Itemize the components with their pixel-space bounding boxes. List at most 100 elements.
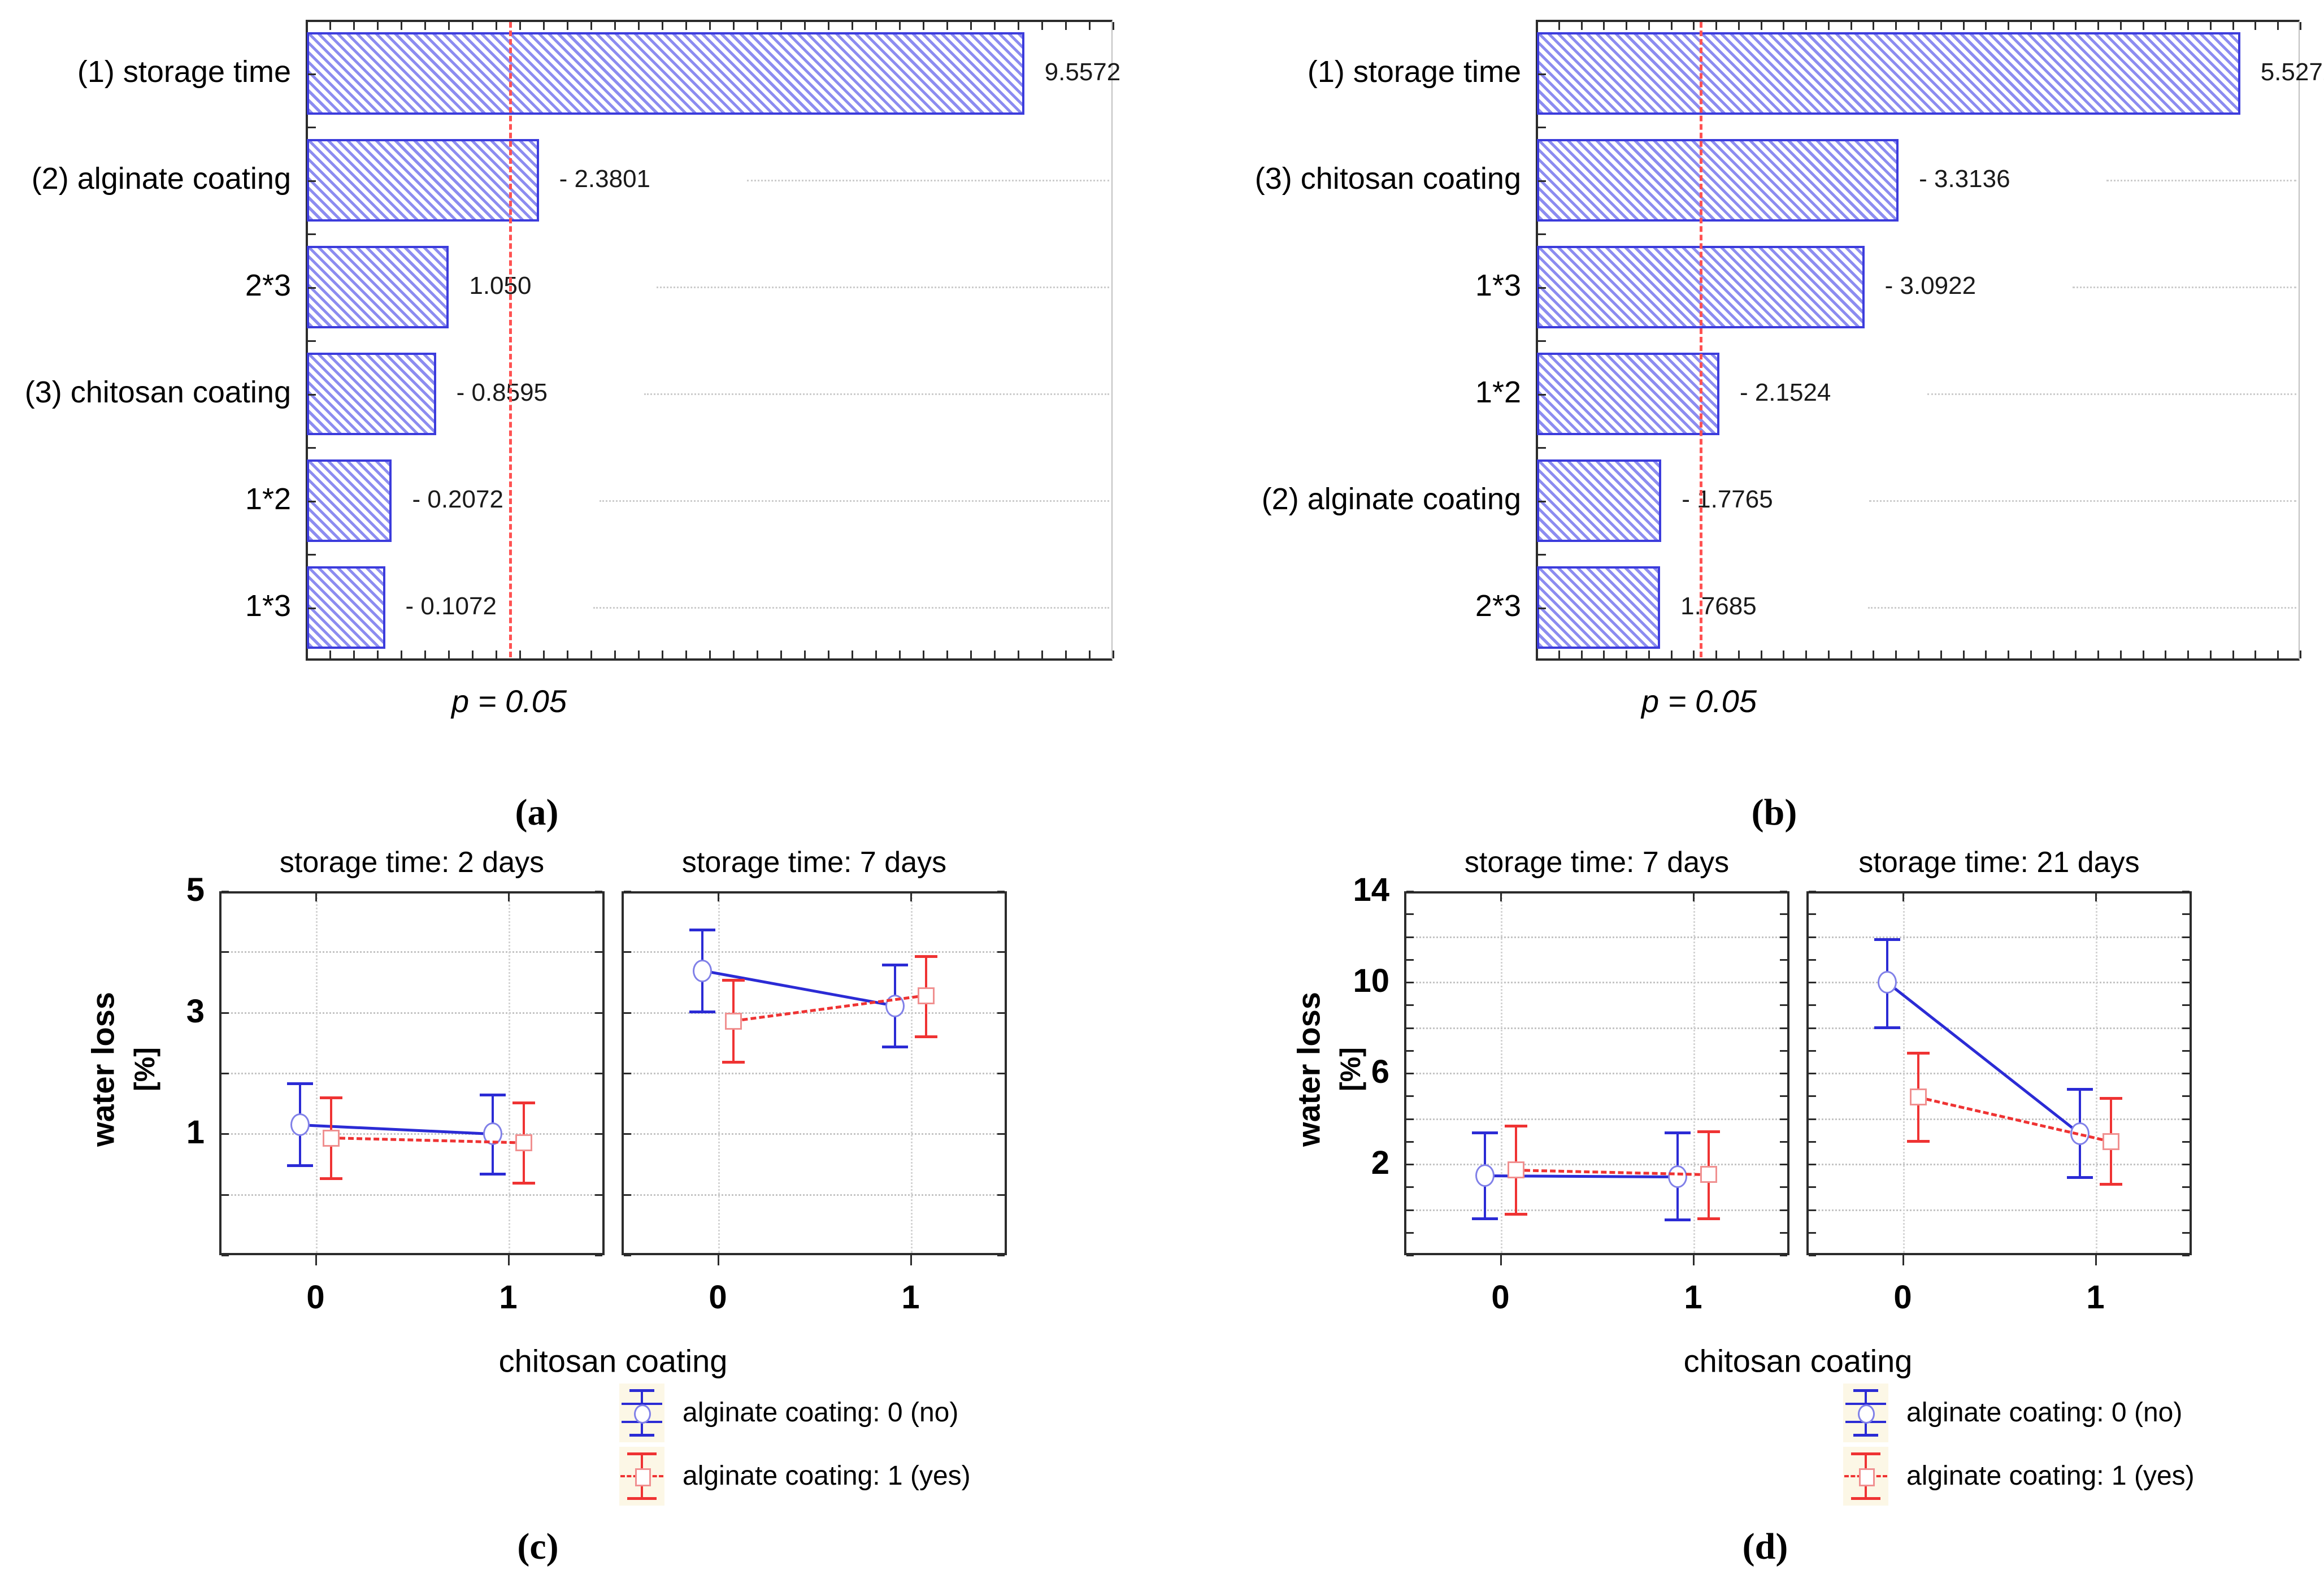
axis-tick bbox=[1065, 22, 1067, 30]
axis-tick bbox=[221, 1133, 229, 1135]
axis-tick bbox=[2052, 22, 2054, 30]
axis-tick bbox=[2209, 22, 2212, 30]
axis-tick bbox=[624, 1133, 631, 1135]
axis-tick bbox=[2232, 22, 2234, 30]
error-bar-cap bbox=[2067, 1176, 2093, 1179]
axis-tick bbox=[2165, 22, 2167, 30]
axis-tick bbox=[910, 1255, 912, 1265]
axis-tick bbox=[1918, 650, 1919, 658]
pareto-bar bbox=[307, 138, 539, 222]
axis-tick bbox=[1406, 936, 1414, 938]
axis-tick bbox=[315, 894, 317, 901]
axis-tick bbox=[709, 22, 711, 30]
panel-letter-c: (c) bbox=[517, 1526, 559, 1567]
axis-tick bbox=[614, 22, 616, 30]
axis-tick bbox=[496, 650, 497, 658]
error-bar-cap bbox=[2099, 1183, 2122, 1186]
axis-tick bbox=[1780, 891, 1787, 892]
row-gridline bbox=[1927, 393, 2296, 395]
axis-tick bbox=[1603, 650, 1605, 658]
axis-tick bbox=[2008, 650, 2010, 658]
axis-tick bbox=[2255, 22, 2257, 30]
data-point-square bbox=[2102, 1133, 2119, 1150]
axis-tick bbox=[2182, 982, 2190, 983]
axis-tick bbox=[1538, 340, 1546, 342]
axis-tick bbox=[1895, 650, 1897, 658]
axis-tick bbox=[353, 650, 355, 658]
axis-tick bbox=[1406, 1255, 1414, 1256]
axis-tick bbox=[946, 22, 948, 30]
axis-tick bbox=[329, 22, 331, 30]
ref-line-label-b: p = 0.05 bbox=[1641, 683, 1757, 719]
axis-tick bbox=[1406, 959, 1414, 961]
axis-tick bbox=[590, 650, 592, 658]
v-gridline bbox=[1902, 894, 1905, 1253]
axis-tick bbox=[472, 22, 474, 30]
axis-tick bbox=[507, 894, 510, 901]
subplot-title-d1: storage time: 7 days bbox=[1464, 846, 1730, 879]
axis-tick bbox=[1406, 1095, 1414, 1098]
h-gridline bbox=[1809, 982, 2190, 983]
plot-frame bbox=[622, 891, 1007, 1255]
axis-tick bbox=[543, 650, 545, 658]
axis-tick bbox=[1089, 22, 1091, 30]
axis-tick bbox=[1783, 650, 1785, 658]
axis-tick bbox=[2300, 22, 2301, 30]
data-point-circle bbox=[483, 1122, 503, 1146]
y-tick-label: 2 bbox=[1371, 1144, 1389, 1181]
axis-tick bbox=[221, 1012, 229, 1014]
axis-tick bbox=[590, 22, 592, 30]
axis-tick bbox=[1805, 22, 1808, 30]
row-gridline bbox=[2072, 286, 2296, 288]
axis-tick bbox=[377, 650, 379, 658]
axis-tick bbox=[595, 1255, 602, 1256]
legend-blue-errorbar-icon bbox=[1843, 1384, 1888, 1442]
axis-tick bbox=[685, 650, 687, 658]
error-bar-cap bbox=[287, 1164, 314, 1168]
axis-tick bbox=[1406, 1004, 1414, 1007]
error-bar-cap bbox=[2067, 1088, 2093, 1091]
error-bar-cap bbox=[2099, 1097, 2122, 1100]
subplot-title-d2: storage time: 21 days bbox=[1858, 846, 2140, 879]
plot-frame bbox=[219, 891, 605, 1255]
row-gridline bbox=[746, 179, 1109, 181]
row-gridline bbox=[1868, 606, 2296, 609]
error-bar-cap bbox=[1697, 1217, 1720, 1220]
axis-tick bbox=[1940, 650, 1942, 658]
pareto-bar bbox=[307, 459, 392, 542]
axis-tick bbox=[828, 22, 829, 30]
axis-tick bbox=[1827, 22, 1830, 30]
axis-tick bbox=[1692, 894, 1695, 901]
axis-tick bbox=[424, 22, 426, 30]
axis-tick bbox=[2182, 1095, 2190, 1098]
axis-tick bbox=[2165, 650, 2167, 658]
data-point-circle bbox=[693, 959, 713, 982]
axis-tick bbox=[595, 1133, 602, 1135]
v-gridline bbox=[508, 894, 510, 1253]
axis-tick bbox=[1538, 73, 1546, 75]
legend-label: alginate coating: 1 (yes) bbox=[683, 1461, 971, 1491]
axis-tick bbox=[353, 22, 355, 30]
legend-blue-errorbar-icon bbox=[619, 1384, 664, 1442]
h-gridline bbox=[1406, 1073, 1787, 1074]
axis-tick bbox=[2030, 22, 2032, 30]
bar-value-label: - 0.1072 bbox=[405, 592, 497, 620]
axis-tick bbox=[828, 650, 829, 658]
error-bar-cap bbox=[1504, 1124, 1527, 1127]
panel-letter-d: (d) bbox=[1742, 1526, 1788, 1567]
legend-label: alginate coating: 0 (no) bbox=[1906, 1398, 2183, 1428]
axis-tick bbox=[997, 951, 1005, 953]
x-tick-label: 1 bbox=[1684, 1279, 1702, 1316]
axis-tick bbox=[923, 650, 924, 658]
axis-tick bbox=[1406, 1231, 1414, 1234]
axis-tick bbox=[1603, 22, 1605, 30]
bar-value-label: 1.7685 bbox=[1680, 592, 1757, 620]
axis-tick bbox=[2119, 22, 2122, 30]
axis-tick bbox=[1538, 287, 1546, 289]
axis-tick bbox=[852, 22, 853, 30]
bar-category-label: (1) storage time bbox=[1307, 54, 1521, 89]
row-gridline bbox=[657, 286, 1109, 288]
axis-tick bbox=[595, 1194, 602, 1196]
axis-tick bbox=[1902, 894, 1904, 901]
axis-tick bbox=[1809, 891, 1816, 892]
